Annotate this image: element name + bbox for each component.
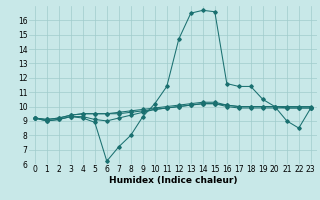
X-axis label: Humidex (Indice chaleur): Humidex (Indice chaleur): [108, 176, 237, 185]
